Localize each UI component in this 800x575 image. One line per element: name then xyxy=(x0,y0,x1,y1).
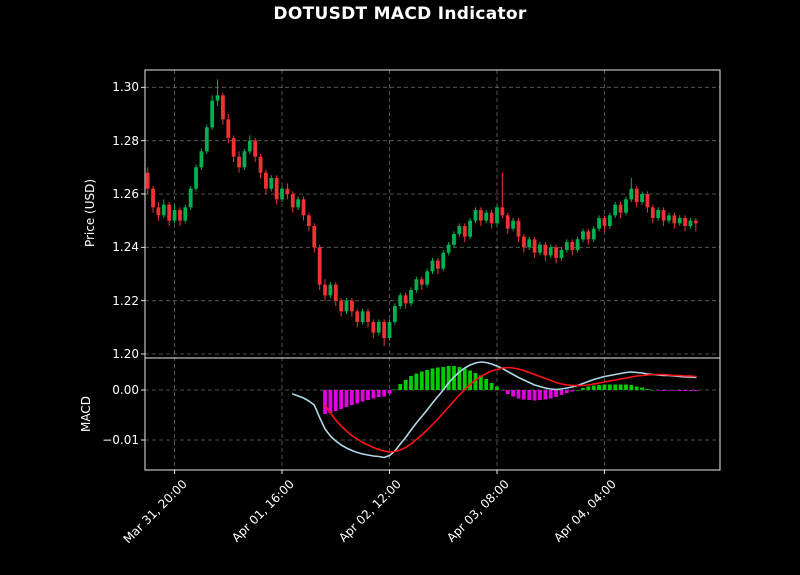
chart-title: DOTUSDT MACD Indicator xyxy=(273,4,527,24)
